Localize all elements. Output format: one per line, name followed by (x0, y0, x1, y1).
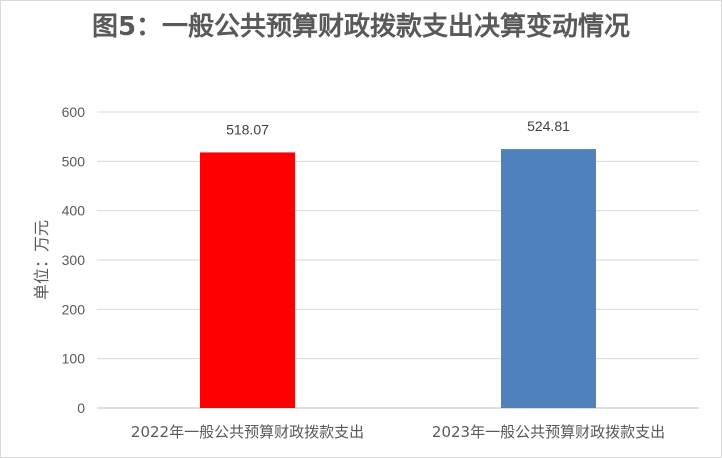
x-tick-label: 2022年一般公共预算财政拨款支出 (131, 423, 364, 441)
y-tick-label: 400 (62, 203, 86, 219)
bar-2 (501, 149, 596, 408)
y-tick-label: 500 (62, 153, 86, 169)
y-tick-label: 100 (62, 351, 86, 367)
chart-title: 图5：一般公共预算财政拨款支出决算变动情况 (91, 12, 631, 42)
bar-1 (200, 152, 295, 408)
x-tick-label: 2023年一般公共预算财政拨款支出 (432, 423, 665, 441)
y-tick-label: 0 (77, 400, 85, 416)
data-label: 518.07 (226, 121, 269, 137)
y-tick-label: 600 (62, 104, 86, 120)
data-label: 524.81 (527, 118, 570, 134)
y-tick-label: 200 (62, 301, 86, 317)
y-axis-label: 单位：万元 (32, 220, 51, 300)
y-tick-label: 300 (62, 252, 86, 268)
